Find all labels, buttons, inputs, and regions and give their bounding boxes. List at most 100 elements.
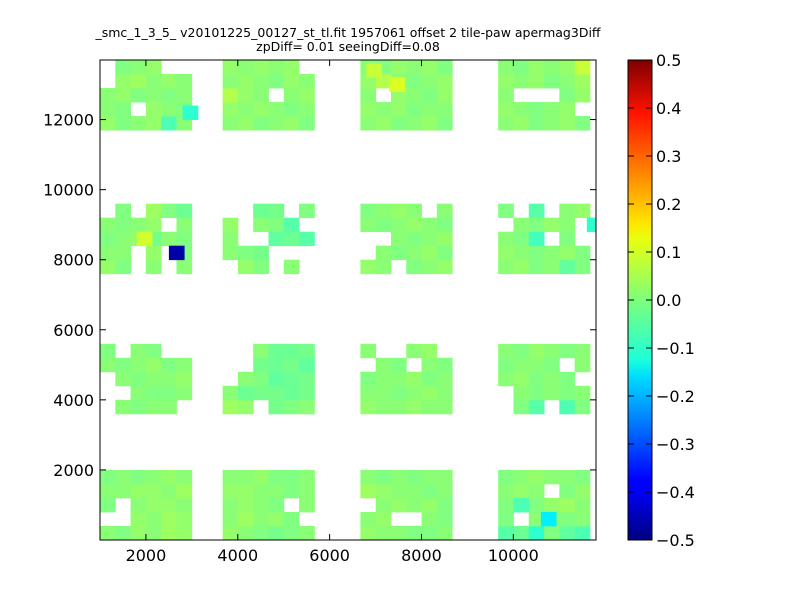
heatmap-cell	[559, 102, 576, 117]
heatmap-cell	[513, 483, 530, 499]
heatmap-cell	[421, 116, 438, 131]
heatmap-cell	[390, 231, 407, 247]
heatmap-cell	[559, 483, 576, 499]
heatmap-cell	[559, 88, 576, 103]
heatmap-cell	[421, 217, 438, 233]
heatmap-cell	[268, 469, 285, 485]
heatmap-cell	[268, 525, 285, 541]
heatmap-cell	[161, 497, 177, 513]
heatmap-cell	[161, 357, 177, 373]
heatmap-cell	[436, 217, 453, 233]
heatmap-cell	[375, 116, 392, 131]
heatmap-cell	[161, 74, 177, 89]
heatmap-cell	[299, 469, 315, 485]
heatmap-cell	[268, 343, 285, 359]
heatmap-cell	[145, 60, 162, 75]
heatmap-cell	[375, 497, 392, 513]
heatmap-cell	[222, 511, 239, 527]
y-tick-label: 2000	[53, 461, 94, 480]
heatmap-cell	[436, 357, 453, 373]
heatmap-cell	[406, 343, 422, 359]
heatmap-cell	[390, 483, 407, 499]
heatmap-cell	[421, 511, 438, 527]
heatmap-cell	[283, 371, 300, 387]
heatmap-cell	[168, 245, 185, 261]
heatmap-cell	[574, 343, 591, 359]
heatmap-cell	[237, 102, 254, 117]
heatmap-cell	[176, 231, 193, 247]
heatmap-cell	[574, 245, 591, 261]
heatmap-cell	[222, 399, 239, 415]
heatmap-cell	[237, 74, 254, 89]
heatmap-cell	[299, 497, 315, 513]
chart-title-line-2: zpDiff= 0.01 seeingDiff=0.08	[256, 39, 440, 54]
heatmap-cell	[161, 525, 177, 541]
heatmap-cell	[237, 525, 254, 541]
colorbar-tick-label: 0.2	[656, 195, 681, 214]
heatmap-cell	[130, 511, 147, 527]
heatmap-cell	[421, 385, 438, 401]
heatmap-cell	[528, 245, 545, 261]
heatmap-cell	[498, 60, 514, 75]
heatmap-cell	[283, 231, 300, 247]
heatmap-cell	[237, 511, 254, 527]
heatmap-cell	[390, 245, 407, 261]
heatmap-cell	[513, 245, 530, 261]
heatmap-cell	[375, 371, 392, 387]
heatmap-cell	[528, 217, 545, 233]
heatmap-cell	[436, 525, 453, 541]
heatmap-cell	[498, 245, 514, 261]
heatmap-cell	[161, 203, 177, 219]
heatmap-cell	[406, 116, 422, 131]
heatmap-cell	[360, 371, 377, 387]
heatmap-cell	[360, 88, 377, 103]
heatmap-cell	[222, 385, 239, 401]
heatmap-cell	[130, 60, 147, 75]
heatmap-cell	[421, 245, 438, 261]
heatmap-cell	[130, 525, 147, 541]
colorbar-ticks: 0.5 0.4 0.3 0.2 0.1 0.0 −0.1 −0.2 −0.3 −0.4 −0.5	[628, 51, 695, 550]
heatmap-cell	[559, 511, 576, 527]
heatmap-cell	[375, 203, 392, 219]
heatmap-cell	[436, 511, 453, 527]
heatmap-cell	[406, 217, 422, 233]
heatmap-cell	[115, 231, 131, 247]
heatmap-cell	[283, 483, 300, 499]
heatmap-cell	[406, 245, 422, 261]
heatmap-cell	[161, 469, 177, 485]
heatmap-cell	[237, 399, 254, 415]
heatmap-cell	[574, 60, 591, 75]
heatmap-cell	[115, 74, 131, 89]
heatmap-cell	[100, 343, 116, 359]
colorbar-tick-label: −0.2	[656, 387, 695, 406]
heatmap-cell	[283, 102, 300, 117]
heatmap-cell	[421, 525, 438, 541]
heatmap-cell	[574, 116, 591, 131]
heatmap-cell	[421, 74, 438, 89]
heatmap-cell	[283, 357, 300, 373]
heatmap-cell	[390, 217, 407, 233]
heatmap-cell	[544, 259, 560, 275]
heatmap-cell	[283, 385, 300, 401]
heatmap-cell	[268, 217, 285, 233]
heatmap-cell	[145, 102, 162, 117]
y-tick-label: 10000	[43, 181, 94, 200]
heatmap-cell	[161, 116, 177, 131]
heatmap-cell	[559, 116, 576, 131]
heatmap-cell	[559, 343, 576, 359]
heatmap-cell	[299, 343, 315, 359]
heatmap-cell	[145, 203, 162, 219]
heatmap-cell	[161, 231, 177, 247]
heatmap-cell	[299, 399, 315, 415]
heatmap-cell	[390, 469, 407, 485]
heatmap-cell	[176, 203, 193, 219]
heatmap-cell	[513, 116, 530, 131]
heatmap-cell	[544, 245, 560, 261]
heatmap-cell	[145, 259, 162, 275]
heatmap-cell	[237, 245, 254, 261]
colorbar-tick-label: 0.1	[656, 243, 681, 262]
heatmap-cell	[513, 102, 530, 117]
colorbar-tick-label: −0.5	[656, 531, 695, 550]
heatmap-cell	[574, 525, 591, 541]
heatmap-cell	[421, 497, 438, 513]
